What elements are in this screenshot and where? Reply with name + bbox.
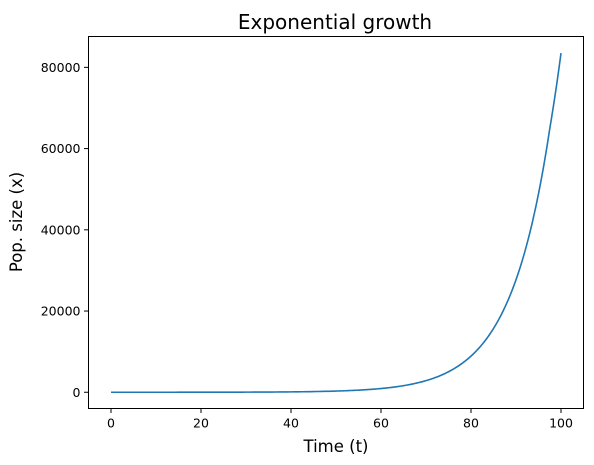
x-tick-label: 100 <box>549 416 573 431</box>
series-layer <box>111 53 562 394</box>
plot-frame <box>88 36 584 409</box>
x-tick-label: 60 <box>373 416 389 431</box>
y-axis-label: Pop. size (x) <box>7 172 26 272</box>
chart-title: Exponential growth <box>238 10 432 34</box>
x-tick-label: 80 <box>463 416 479 431</box>
x-axis-label: Time (t) <box>303 437 369 456</box>
y-tick-label: 20000 <box>41 304 81 319</box>
y-tick-label: 0 <box>73 385 81 400</box>
x-tick-label: 0 <box>107 416 115 431</box>
y-tick-label: 40000 <box>41 222 81 237</box>
x-tick-label: 20 <box>193 416 209 431</box>
y-tick-label: 80000 <box>41 60 81 75</box>
ticks-layer: 0 20 40 60 80 100 0 20000 40000 60000 80000 <box>41 60 573 431</box>
series-line <box>111 53 562 394</box>
x-tick-label: 40 <box>283 416 299 431</box>
y-tick-label: 60000 <box>41 141 81 156</box>
